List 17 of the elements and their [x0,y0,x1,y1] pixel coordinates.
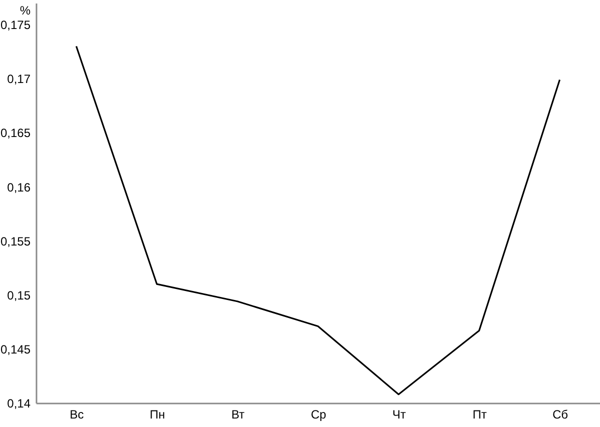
y-tick-label: 0,16 [7,180,31,194]
line-series [75,45,561,396]
x-tick-label: Вт [231,408,245,422]
x-tick-label: Пт [472,408,488,422]
y-tick-label: 0,14 [7,396,31,410]
x-tick-label: Пн [150,408,165,422]
y-axis-title: % [20,4,31,18]
x-tick-label: Ср [310,408,326,422]
x-tick-label: Вс [70,408,84,422]
y-tick-label: 0,165 [0,126,31,140]
x-tick-label: Чт [392,408,406,422]
y-tick-label: 0,15 [7,288,31,302]
y-tick-label: 0,175 [0,18,31,32]
x-tick-label: Сб [552,408,568,422]
y-tick-label: 0,145 [0,342,31,356]
y-tick-label: 0,17 [7,72,31,86]
y-tick-label: 0,155 [0,234,31,248]
